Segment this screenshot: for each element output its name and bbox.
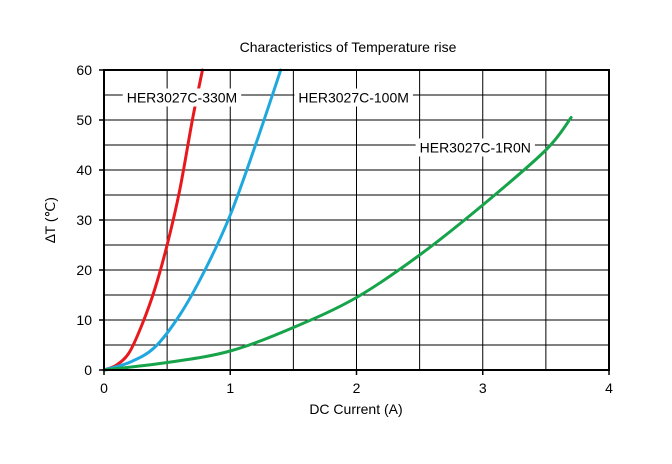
y-tick-label: 10 — [76, 312, 92, 328]
series-lines — [102, 68, 573, 372]
series-label-1: HER3027C-100M — [298, 90, 409, 106]
x-axis-ticks: 0 1 2 3 4 — [100, 370, 613, 396]
y-axis-label: ∆T (℃) — [42, 197, 58, 243]
x-tick-label: 1 — [226, 380, 234, 396]
y-tick-label: 40 — [76, 162, 92, 178]
y-tick-label: 50 — [76, 112, 92, 128]
x-tick-label: 2 — [353, 380, 361, 396]
series-line-1 — [102, 68, 283, 372]
series-label-0: HER3027C-330M — [127, 90, 238, 106]
y-tick-label: 0 — [84, 362, 92, 378]
series-label-background — [415, 138, 535, 157]
series-labels: HER3027C-330M HER3027C-100M HER3027C-1R0N — [122, 88, 535, 157]
y-tick-label: 30 — [76, 212, 92, 228]
x-tick-label: 3 — [479, 380, 487, 396]
grid — [104, 70, 609, 370]
series-label-2: HER3027C-1R0N — [420, 140, 531, 156]
series-label-background — [294, 88, 413, 107]
y-tick-label: 60 — [76, 62, 92, 78]
series-line-0 — [102, 68, 204, 372]
chart-title: Characteristics of Temperature rise — [240, 39, 457, 55]
y-axis-ticks: 0 10 20 30 40 50 60 — [76, 62, 104, 378]
x-tick-label: 0 — [100, 380, 108, 396]
y-tick-label: 20 — [76, 262, 92, 278]
series-label-background — [122, 88, 242, 107]
series-line-2 — [102, 116, 573, 372]
x-axis-label: DC Current (A) — [309, 401, 402, 417]
x-tick-label: 4 — [605, 380, 613, 396]
